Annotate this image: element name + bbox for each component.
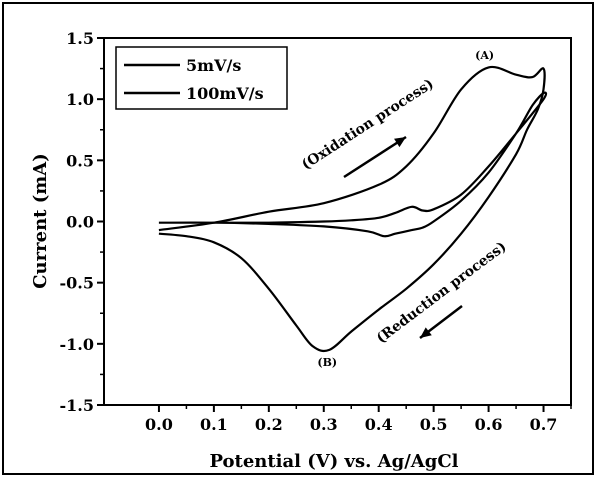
series-line-100mv [158,65,546,353]
x-axis-label: Potential (V) vs. Ag/AgCl [209,451,458,472]
y-tick-label: 0.0 [66,213,94,232]
series-line-5mv [158,91,548,238]
x-tick-label: 0.6 [475,415,503,434]
x-tick-label: 0.3 [310,415,338,434]
y-tick-label: 1.0 [66,90,94,109]
y-tick-label: -0.5 [60,274,94,293]
legend-entry: 100mV/s [186,84,264,103]
annotation-peak-b: (B) [317,356,337,369]
reduction-arrow-icon [419,305,463,339]
x-tick-label: 0.7 [530,415,558,434]
oxidation-process-label: (Oxidation process) [299,76,437,173]
y-tick-label: 0.5 [66,151,94,170]
x-tick-label: 0.4 [365,415,393,434]
y-tick-label: 1.5 [66,29,94,48]
x-tick-label: 0.5 [420,415,448,434]
plot-area: 0.0 0.1 0.2 0.3 0.4 0.5 0.6 0.7 1.5 1.0 0.5 0.0 -0.5… [60,29,572,434]
legend-box [115,46,288,110]
legend: 5mV/s 100mV/s [115,46,288,110]
legend-entry: 5mV/s [186,56,241,75]
x-tick-label: 0.0 [145,415,173,434]
x-tick-label: 0.2 [255,415,283,434]
x-tick-label: 0.1 [200,415,228,434]
oxidation-arrow-icon [343,135,407,179]
annotation-peak-a: (A) [475,49,494,62]
chart-frame [2,2,594,475]
y-tick-label: -1.5 [60,396,94,415]
y-axis-label: Current (mA) [30,153,51,289]
y-tick-label: -1.0 [60,335,94,354]
